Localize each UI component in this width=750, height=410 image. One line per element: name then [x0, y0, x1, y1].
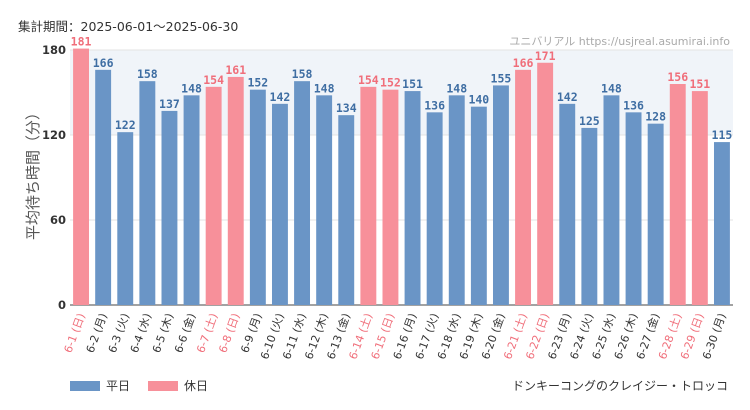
legend-swatch-holiday: [148, 380, 179, 391]
bar: [249, 89, 266, 306]
data-label: 151: [402, 77, 423, 91]
y-tick-label: 60: [50, 213, 66, 227]
data-label: 148: [446, 81, 467, 95]
bar: [515, 69, 532, 305]
data-label: 136: [623, 98, 644, 112]
data-label: 158: [292, 67, 313, 81]
legend-item-weekday[interactable]: 平日: [70, 377, 130, 394]
data-label: 171: [535, 49, 556, 63]
bar: [426, 112, 443, 305]
plot-band: [70, 50, 733, 135]
bar: [669, 84, 686, 305]
y-tick-label: 180: [42, 43, 66, 57]
legend: 平日 休日: [70, 377, 226, 394]
bar: [271, 103, 288, 305]
data-label: 154: [203, 73, 224, 87]
attraction-name: ドンキーコングのクレイジー・トロッコ: [511, 379, 728, 393]
bar: [73, 48, 90, 305]
data-label: 158: [137, 67, 158, 81]
bar: [316, 95, 333, 305]
bar: [470, 106, 487, 306]
bar: [338, 115, 355, 306]
data-label: 122: [115, 118, 136, 132]
bar: [713, 142, 730, 305]
data-label: 181: [71, 35, 92, 49]
site-brand: ユニバリアル https://usjreal.asumirai.info: [509, 35, 730, 48]
bar: [382, 89, 399, 306]
data-label: 161: [225, 63, 246, 77]
bar: [448, 95, 465, 305]
bar: [691, 91, 708, 305]
data-label: 142: [270, 90, 291, 104]
data-label: 115: [712, 128, 733, 142]
bar: [625, 112, 642, 305]
data-label: 166: [513, 56, 534, 70]
data-label: 134: [336, 101, 357, 115]
data-label: 148: [181, 81, 202, 95]
legend-item-holiday[interactable]: 休日: [148, 377, 208, 394]
data-label: 136: [424, 98, 445, 112]
bar: [360, 86, 377, 305]
bar: [117, 132, 134, 305]
bar: [205, 86, 222, 305]
y-tick-label: 120: [42, 128, 66, 142]
bar: [139, 81, 156, 306]
data-label: 152: [380, 76, 401, 90]
legend-label-weekday: 平日: [106, 379, 131, 393]
legend-label-holiday: 休日: [184, 379, 209, 393]
legend-swatch-weekday: [70, 380, 100, 391]
period-label: 集計期間：2025-06-01～2025-06-30: [18, 19, 239, 34]
bar: [581, 127, 598, 306]
bar: [404, 91, 421, 305]
bar: [647, 123, 664, 306]
bar: [537, 62, 554, 305]
data-label: 142: [557, 90, 578, 104]
bar: [161, 110, 178, 306]
y-tick-label: 0: [58, 298, 66, 312]
bar: [183, 95, 200, 305]
data-label: 151: [689, 77, 710, 91]
bar: [294, 81, 311, 306]
data-label: 156: [667, 70, 688, 84]
bar: [227, 76, 244, 306]
data-label: 125: [579, 114, 600, 128]
data-label: 148: [314, 81, 335, 95]
data-label: 148: [601, 81, 622, 95]
data-label: 128: [645, 110, 666, 124]
data-label: 140: [468, 93, 489, 107]
bar: [95, 69, 112, 305]
bar: [492, 85, 509, 306]
data-label: 137: [159, 97, 180, 111]
data-label: 155: [491, 71, 512, 85]
bar: [559, 103, 576, 305]
data-label: 152: [247, 76, 268, 90]
data-label: 166: [93, 56, 114, 70]
data-label: 154: [358, 73, 379, 87]
bar: [603, 95, 620, 305]
